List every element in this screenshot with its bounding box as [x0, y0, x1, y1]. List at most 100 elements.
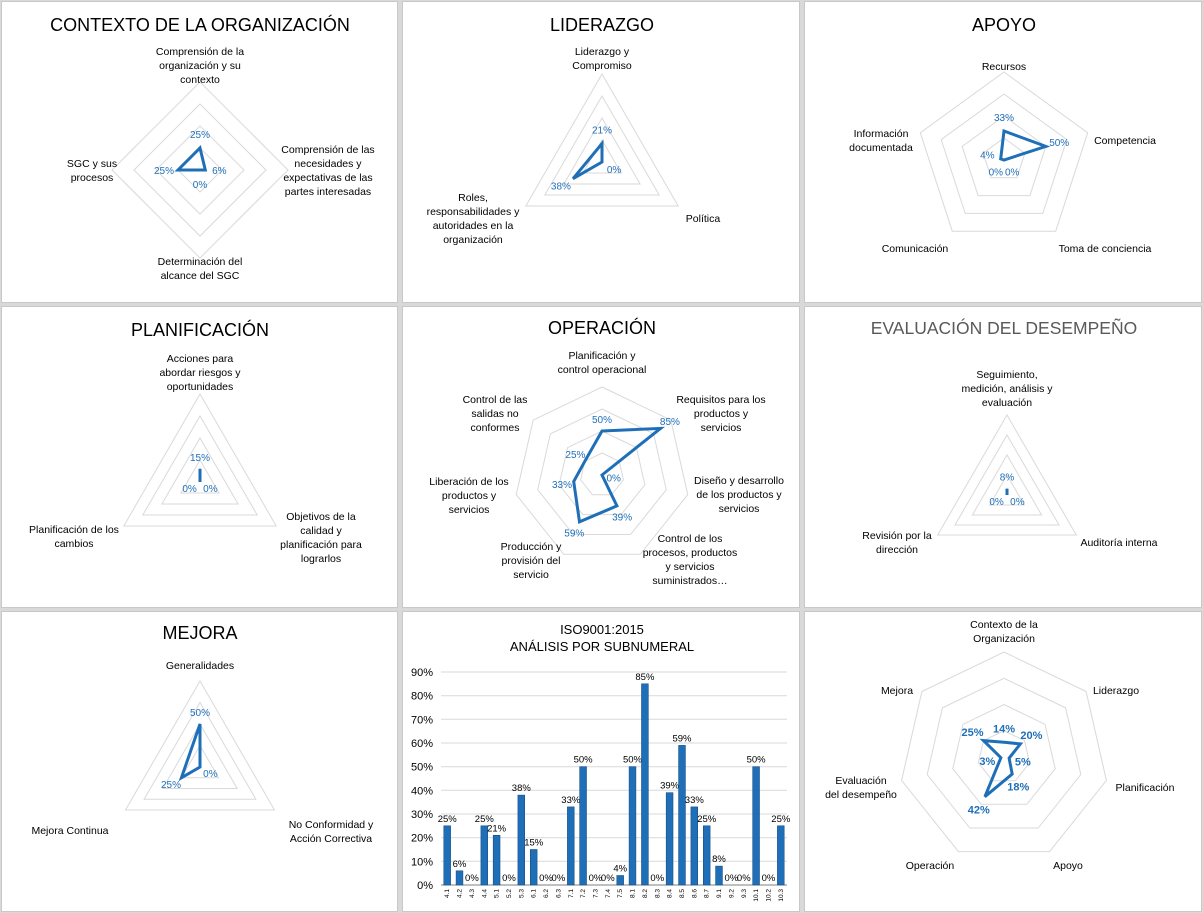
radar-grid-ring	[901, 651, 1107, 853]
chart-panel-evaluacion: EVALUACIÓN DEL DESEMPEÑO 8% 0% 0% Seguimie…	[804, 306, 1202, 608]
x-tick-label: 10.1	[753, 889, 760, 902]
radar-grid-ring	[982, 137, 1026, 179]
value-label: 33%	[994, 113, 1014, 124]
category-label-7: Control de las salidas no conformes	[463, 394, 528, 434]
x-axis-ticks: 4.1 4.2 4.3 4.4 5.1 5.2 5.3 6.1 6.2 6.3 7.1 7.2 7.3 7…	[444, 889, 785, 902]
category-label-3: Planificación de los cambios	[29, 524, 119, 550]
chart-title: CONTEXTO DE LA ORGANIZACIÓN	[50, 14, 350, 35]
x-tick-label: 5.1	[494, 889, 501, 898]
y-tick-label: 40%	[411, 785, 433, 797]
category-label-4: Apoyo	[1053, 860, 1083, 872]
x-tick-label: 5.2	[506, 889, 513, 898]
value-label: 42%	[968, 804, 990, 816]
category-label-2: Objetivos de la calidad y planificación pa…	[280, 511, 362, 565]
value-label: 33%	[552, 480, 572, 491]
bar	[616, 875, 624, 886]
value-label: 38%	[551, 182, 571, 193]
bar-data-label: 38%	[512, 783, 532, 794]
x-tick-label: 8.4	[667, 889, 674, 898]
radar-evaluacion: EVALUACIÓN DEL DESEMPEÑO 8% 0% 0% Seguimie…	[862, 317, 1157, 556]
radar-grid	[901, 651, 1107, 853]
category-label-4: Control de los procesos, productos y servi…	[643, 533, 738, 587]
bar	[530, 849, 538, 886]
radar-grid-ring	[180, 744, 220, 779]
y-tick-label: 0%	[417, 880, 433, 892]
radar-mejora: MEJORA 50% 0% 25% Generalidades No Conform…	[31, 623, 374, 845]
bar	[690, 806, 698, 886]
x-tick-label: 8.5	[679, 889, 686, 898]
radar-grid-ring	[988, 473, 1026, 506]
radar-apoyo: APOYO 33%50%0%0%4% Recursos Competencia …	[849, 15, 1156, 255]
radar-grid	[515, 386, 689, 555]
radar-grid-ring	[122, 392, 278, 527]
bar	[579, 766, 587, 886]
category-label-1: Seguimiento, medición, análisis y evaluaci…	[961, 369, 1053, 409]
radar-planificacion: PLANIFICACIÓN 15% 0% 0% Acciones para abord…	[29, 319, 362, 565]
category-label-4: SGC y sus procesos	[67, 158, 117, 184]
chart-panel-contexto: CONTEXTO DE LA ORGANIZACIÓN 25% 6% 0% 25% C…	[1, 1, 398, 303]
category-label-2: Competencia	[1094, 135, 1156, 147]
category-label-3: Diseño y desarrollo de los productos y ser…	[694, 475, 784, 515]
category-label-4: Comunicación	[882, 243, 949, 255]
value-label: 0%	[193, 180, 208, 191]
y-tick-label: 50%	[411, 762, 433, 774]
value-labels: 25% 6% 0% 25%	[154, 130, 227, 191]
bar-data-label: 21%	[487, 823, 507, 834]
category-label-3: Toma de conciencia	[1059, 243, 1152, 255]
bar-data-label: 33%	[561, 795, 581, 806]
value-label: 25%	[961, 727, 983, 739]
category-label-2: Auditoría interna	[1080, 537, 1157, 549]
radar-grid-ring	[143, 701, 257, 800]
x-tick-label: 9.2	[728, 889, 735, 898]
x-tick-label: 9.3	[741, 889, 748, 898]
value-labels: 50% 0% 25%	[161, 708, 218, 791]
value-label: 0%	[203, 484, 218, 495]
radar-grid-ring	[524, 72, 680, 207]
chart-title: LIDERAZGO	[550, 15, 654, 35]
radar-operacion: OPERACIÓN 50% 85% 0% 39% 59% 33% 25% Planifica…	[429, 317, 784, 587]
bar-data-label: 0%	[465, 873, 479, 884]
value-labels: 33% 50% 0%0% 4%	[980, 113, 1069, 178]
x-tick-label: 4.4	[481, 889, 488, 898]
radar-grid-ring	[926, 677, 1082, 829]
bar-data-label: 0%	[589, 873, 603, 884]
category-label-1: Comprensión de la organización y su contex…	[156, 46, 244, 86]
value-label: 15%	[190, 453, 210, 464]
x-tick-label: 7.5	[617, 889, 624, 898]
bar	[777, 825, 785, 886]
value-label: 25%	[190, 130, 210, 141]
bar	[443, 825, 451, 886]
bar-data-label: 59%	[672, 733, 692, 744]
radar-resumen: 14% 20% 5% 18% 42% 3% 25% Contexto de la Organi…	[825, 619, 1175, 872]
category-label-6: Liberación de los productos y servicios	[429, 476, 508, 516]
category-label-2: Liderazgo	[1093, 685, 1139, 697]
bar	[752, 766, 760, 886]
value-label: 21%	[592, 126, 612, 137]
x-tick-label: 10.3	[778, 889, 785, 902]
y-tick-label: 60%	[411, 738, 433, 750]
y-axis-ticks: 0% 10% 20% 30% 40% 50% 60% 70% 80% 90%	[411, 667, 433, 892]
radar-liderazgo: LIDERAZGO 21% 0% 38% Liderazgo y Compromiso…	[427, 15, 721, 246]
bar-grid	[441, 671, 787, 886]
bar	[665, 792, 674, 886]
radar-grid-ring	[952, 703, 1056, 805]
value-label: 0%	[989, 167, 1004, 178]
x-tick-label: 8.3	[654, 889, 661, 898]
category-label-5: Operación	[906, 860, 955, 872]
x-tick-label: 8.2	[642, 889, 649, 898]
category-label-3: Determinación del alcance del SGC	[158, 256, 243, 282]
value-label: 0%	[606, 474, 621, 485]
radar-grid-ring	[940, 93, 1068, 214]
bar-data-label: 50%	[747, 755, 767, 766]
value-label: 39%	[612, 513, 632, 524]
bar-data-label: 50%	[623, 755, 643, 766]
chart-title: PLANIFICACIÓN	[131, 319, 269, 340]
radar-grid-ring	[161, 722, 239, 789]
chart-panel-liderazgo: LIDERAZGO 21% 0% 38% Liderazgo y Compromiso…	[402, 1, 800, 303]
y-tick-label: 20%	[411, 833, 433, 845]
category-label-2: No Conformidad y Acción Correctiva	[289, 819, 374, 845]
value-label: 59%	[564, 529, 584, 540]
radar-grid-ring	[161, 436, 239, 505]
bar-data-label: 25%	[438, 814, 458, 825]
value-label: 85%	[660, 417, 680, 428]
